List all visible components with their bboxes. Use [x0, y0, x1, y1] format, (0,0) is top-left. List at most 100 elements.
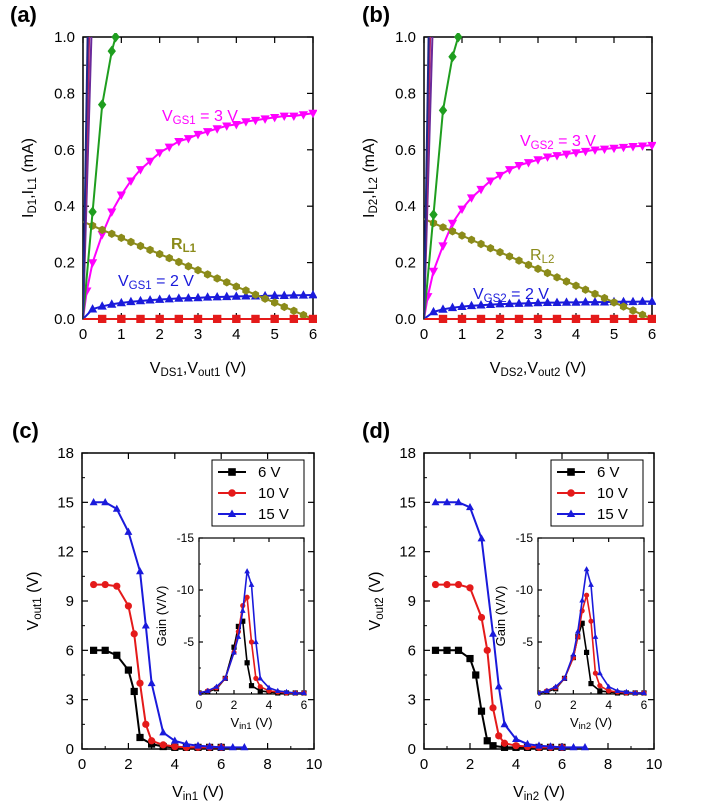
data-point — [590, 146, 600, 155]
data-point — [580, 147, 591, 157]
series — [83, 314, 317, 323]
data-point — [260, 115, 270, 124]
inset-y-tick-label: -15 — [177, 531, 195, 545]
data-point — [193, 292, 203, 302]
data-point — [443, 580, 451, 589]
data-point — [217, 743, 226, 751]
data-point — [494, 682, 503, 690]
data-point — [223, 278, 231, 287]
data-point — [170, 736, 179, 744]
data-point — [136, 733, 144, 742]
data-point — [443, 498, 451, 506]
data-point — [457, 205, 467, 215]
data-point — [117, 314, 126, 323]
data-point — [136, 314, 145, 323]
x-tick-label: 8 — [263, 756, 271, 773]
inset-data-point — [632, 689, 639, 696]
panel-label: (a) — [10, 2, 37, 27]
data-point — [609, 144, 619, 154]
data-point — [126, 296, 136, 306]
data-point — [443, 646, 451, 654]
inset-data-point — [274, 687, 281, 693]
data-point — [222, 122, 232, 131]
data-point — [428, 306, 439, 316]
data-point — [171, 742, 179, 751]
inset-data-point — [641, 689, 647, 696]
x-axis-label: VDS1,Vout1 (V) — [150, 360, 246, 379]
inset-data-point — [614, 687, 621, 693]
data-point — [438, 304, 448, 313]
data-point — [202, 128, 213, 137]
legend-label: 10 V — [597, 485, 628, 502]
data-point — [647, 314, 656, 323]
panel-label: (d) — [362, 418, 390, 443]
data-point — [203, 270, 212, 279]
inset-data-point — [257, 688, 263, 694]
data-point — [504, 166, 515, 175]
panel-label: (b) — [362, 2, 390, 27]
data-point — [571, 297, 581, 306]
data-point — [270, 114, 280, 123]
y-tick-label: 9 — [66, 593, 74, 610]
data-point — [111, 33, 120, 43]
data-point — [97, 231, 107, 240]
legend-label: 15 V — [258, 506, 289, 523]
data-point — [165, 253, 173, 263]
series — [89, 498, 249, 751]
data-point — [512, 734, 520, 743]
series — [83, 33, 120, 320]
data-point — [439, 223, 447, 232]
inset-data-point — [248, 639, 255, 645]
data-point — [184, 262, 193, 271]
legend: 6 V 10 V 15 V — [550, 459, 644, 527]
data-point — [242, 286, 250, 295]
inset-data-point — [266, 684, 272, 690]
data-point — [194, 741, 202, 749]
data-point — [580, 297, 591, 306]
data-point — [523, 739, 532, 747]
y-tick-label: 1.0 — [54, 29, 75, 46]
y-tick-label: 0.8 — [395, 85, 416, 102]
data-point — [148, 737, 156, 745]
data-point — [308, 314, 317, 323]
data-point — [164, 143, 174, 153]
data-point — [130, 687, 138, 696]
x-tick-label: 2 — [155, 326, 163, 343]
gain-inset: 0 2 4 6 -5 -10 -15 Vin2 (V) Gain (V/V) — [493, 531, 648, 731]
data-point — [228, 743, 237, 751]
data-point — [447, 302, 458, 312]
x-tick-label: 10 — [306, 756, 323, 773]
inset-data-point — [292, 689, 299, 696]
y-tick-label: 0.2 — [395, 255, 416, 272]
data-point — [90, 580, 98, 589]
data-point — [135, 166, 146, 175]
data-point — [500, 739, 509, 747]
x-tick-label: 4 — [572, 326, 580, 343]
inset-x-axis-label: Vin1 (V) — [230, 715, 272, 731]
data-point — [212, 314, 222, 323]
inset-data-point — [213, 683, 220, 689]
data-point — [534, 264, 542, 273]
data-point — [213, 274, 221, 283]
data-point — [175, 257, 183, 267]
inset-data-point — [231, 644, 237, 650]
data-point — [231, 291, 241, 300]
data-point — [232, 282, 240, 291]
inset-data-point — [583, 566, 590, 572]
data-point — [500, 720, 509, 728]
data-point — [431, 498, 440, 506]
data-point — [467, 235, 476, 244]
inset-x-tick-label: 2 — [570, 698, 577, 712]
data-point — [476, 314, 486, 323]
y-tick-label: 0.4 — [395, 198, 416, 215]
x-tick-label: 5 — [610, 326, 618, 343]
data-point — [476, 185, 486, 195]
x-tick-label: 2 — [466, 756, 474, 773]
inset-y-tick-label: -5 — [522, 635, 533, 649]
data-point — [431, 646, 440, 654]
inset-series — [538, 566, 647, 696]
data-point — [270, 314, 279, 323]
series — [424, 314, 656, 323]
x-tick-label: 2 — [496, 326, 504, 343]
data-point — [552, 314, 562, 323]
